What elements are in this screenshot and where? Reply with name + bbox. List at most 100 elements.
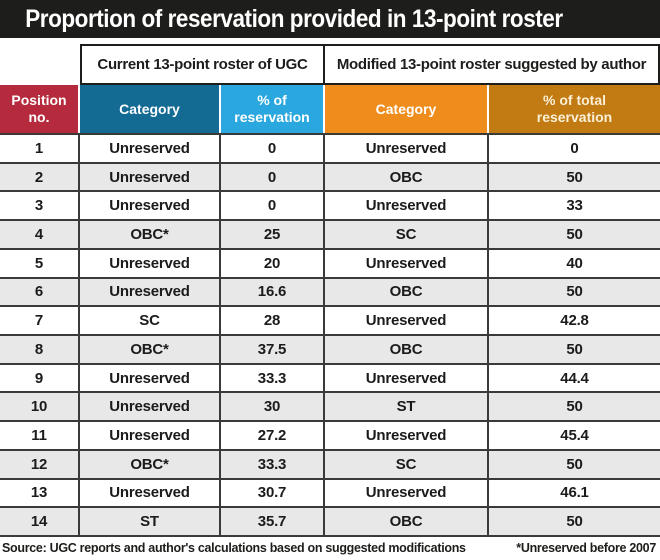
current-percent-cell: 30: [221, 393, 325, 421]
table-row: 5 Unreserved 20 Unreserved 40: [0, 247, 660, 277]
current-category-cell: Unreserved: [80, 422, 221, 449]
modified-percent-cell: 40: [566, 254, 583, 272]
current-percent-cell: 20: [221, 249, 325, 277]
position-cell: 5: [0, 249, 80, 277]
modified-category-cell: OBC: [325, 508, 489, 536]
modified-percent-cell: 0: [570, 139, 579, 157]
position-cell: 2: [0, 163, 80, 191]
current-category-cell: Unreserved: [80, 249, 221, 277]
column-group-header-row: Current 13-point roster of UGC Modified …: [0, 38, 660, 85]
modified-percent-cell: 42.8: [560, 312, 589, 330]
modified-percent-cell: 50: [566, 398, 583, 416]
table-row: 8 OBC* 37.5 OBC 50: [0, 334, 660, 363]
modified-category-cell: Unreserved: [325, 192, 489, 220]
position-cell: 8: [0, 336, 80, 363]
column-header-current-percent: % of reservation: [221, 85, 325, 133]
current-category-cell: Unreserved: [80, 135, 221, 162]
current-category-cell: OBC*: [80, 336, 221, 363]
modified-percent-cell: 50: [566, 168, 583, 186]
current-category-cell: Unreserved: [80, 192, 221, 220]
position-cell: 10: [0, 393, 80, 421]
table-row: 9 Unreserved 33.3 Unreserved 44.4: [0, 362, 660, 392]
column-header-modified-category: Category: [325, 85, 489, 133]
modified-category-cell: OBC: [325, 278, 489, 306]
current-percent-cell: 0: [221, 135, 325, 162]
current-percent-cell: 0: [221, 192, 325, 220]
modified-percent-cell: 33: [566, 197, 583, 215]
modified-category-cell: Unreserved: [325, 249, 489, 277]
modified-percent-cell: 50: [566, 513, 583, 531]
page-title: Proportion of reservation provided in 13…: [25, 4, 563, 33]
modified-category-cell: OBC: [325, 336, 489, 363]
column-header-row: Position no. Category % of reservation C…: [0, 85, 660, 133]
current-category-cell: OBC*: [80, 450, 221, 478]
group-header-spacer: [0, 44, 80, 85]
modified-category-cell: ST: [325, 393, 489, 421]
position-cell: 12: [0, 450, 80, 478]
modified-category-cell: Unreserved: [325, 364, 489, 392]
modified-percent-cell: 50: [566, 283, 583, 301]
current-percent-cell: 30.7: [221, 479, 325, 507]
column-header-current-category: Category: [80, 85, 221, 133]
current-percent-cell: 27.2: [221, 422, 325, 449]
column-header-modified-percent: % of total reservation: [489, 85, 660, 133]
asterisk-note: *Unreserved before 2007: [516, 540, 656, 555]
modified-percent-cell: 46.1: [560, 484, 589, 502]
position-cell: 3: [0, 192, 80, 220]
table-row: 12 OBC* 33.3 SC 50: [0, 448, 660, 478]
current-category-cell: Unreserved: [80, 393, 221, 421]
table-row: 14 ST 35.7 OBC 50: [0, 506, 660, 536]
position-cell: 14: [0, 508, 80, 536]
position-cell: 4: [0, 221, 80, 248]
current-percent-cell: 33.3: [221, 450, 325, 478]
current-percent-cell: 25: [221, 221, 325, 248]
group-header-current-roster: Current 13-point roster of UGC: [80, 44, 325, 85]
table-row: 1 Unreserved 0 Unreserved 0: [0, 133, 660, 162]
current-category-cell: OBC*: [80, 221, 221, 248]
column-header-position-no: Position no.: [0, 85, 80, 133]
table-row: 7 SC 28 Unreserved 42.8: [0, 305, 660, 335]
position-cell: 9: [0, 364, 80, 392]
current-category-cell: Unreserved: [80, 479, 221, 507]
table-row: 11 Unreserved 27.2 Unreserved 45.4: [0, 420, 660, 449]
modified-percent-cell: 50: [566, 340, 583, 358]
group-header-modified-roster: Modified 13-point roster suggested by au…: [325, 44, 660, 85]
modified-percent-cell: 50: [566, 455, 583, 473]
modified-category-cell: SC: [325, 221, 489, 248]
table-row: 4 OBC* 25 SC 50: [0, 219, 660, 248]
position-cell: 7: [0, 307, 80, 335]
table-row: 3 Unreserved 0 Unreserved 33: [0, 190, 660, 220]
table-body: 1 Unreserved 0 Unreserved 0 2 Unreserved 0 OBC 50…: [0, 133, 660, 537]
footer: Source: UGC reports and author's calcula…: [0, 537, 660, 560]
position-cell: 11: [0, 422, 80, 449]
position-cell: 13: [0, 479, 80, 507]
source-note: Source: UGC reports and author's calcula…: [2, 540, 466, 555]
table-row: 2 Unreserved 0 OBC 50: [0, 161, 660, 191]
current-percent-cell: 16.6: [221, 278, 325, 306]
modified-category-cell: Unreserved: [325, 307, 489, 335]
current-percent-cell: 37.5: [221, 336, 325, 363]
modified-category-cell: Unreserved: [325, 479, 489, 507]
current-category-cell: Unreserved: [80, 163, 221, 191]
current-category-cell: Unreserved: [80, 364, 221, 392]
modified-percent-cell: 50: [566, 226, 583, 244]
table-row: 6 Unreserved 16.6 OBC 50: [0, 276, 660, 306]
table-row: 13 Unreserved 30.7 Unreserved 46.1: [0, 477, 660, 507]
table-row: 10 Unreserved 30 ST 50: [0, 391, 660, 421]
current-category-cell: SC: [80, 307, 221, 335]
current-percent-cell: 33.3: [221, 364, 325, 392]
modified-percent-cell: 44.4: [560, 369, 589, 387]
current-percent-cell: 35.7: [221, 508, 325, 536]
modified-category-cell: SC: [325, 450, 489, 478]
position-cell: 1: [0, 135, 80, 162]
title-bar: Proportion of reservation provided in 13…: [0, 0, 660, 38]
current-percent-cell: 28: [221, 307, 325, 335]
current-percent-cell: 0: [221, 163, 325, 191]
modified-category-cell: OBC: [325, 163, 489, 191]
modified-category-cell: Unreserved: [325, 422, 489, 449]
current-category-cell: Unreserved: [80, 278, 221, 306]
current-category-cell: ST: [80, 508, 221, 536]
modified-percent-cell: 45.4: [560, 427, 589, 445]
modified-category-cell: Unreserved: [325, 135, 489, 162]
